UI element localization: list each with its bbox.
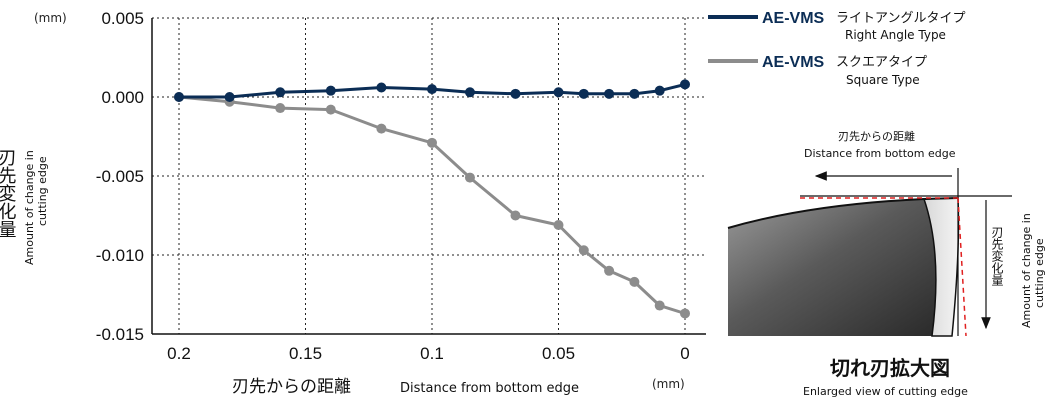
point-right-angle-3 (325, 85, 336, 96)
svg-text:刃先変化量: 刃先変化量 (0, 148, 17, 238)
point-right-angle-6 (464, 87, 475, 98)
legend-en-square: Square Type (846, 73, 920, 87)
point-right-angle-7 (510, 88, 521, 99)
diagram-title-jp: 切れ刃拡大図 (830, 356, 950, 380)
point-right-angle-12 (654, 85, 665, 96)
diagram-change-en-2: cutting edge (1033, 238, 1046, 308)
x-tick-label-4: 0 (680, 344, 689, 363)
point-square-8 (553, 219, 564, 230)
point-square-12 (654, 300, 665, 311)
tick-labels: 0.005 0.000 -0.005 -0.010 -0.015 0.2 0.15 0.1 0.… (96, 9, 690, 363)
point-right-angle-8 (553, 87, 564, 98)
y-tick-label-0: 0.005 (101, 9, 144, 28)
y-tick-label-4: -0.015 (96, 325, 144, 344)
legend-en-right-angle: Right Angle Type (845, 28, 946, 42)
point-right-angle-4 (376, 82, 387, 93)
point-right-angle-9 (578, 88, 589, 99)
diagram-title-en: Enlarged view of cutting edge (803, 385, 968, 398)
point-square-11 (629, 276, 640, 287)
legend-name-right-angle: AE-VMS (762, 10, 825, 27)
blade-body (728, 199, 936, 336)
x-axis-label-en: Distance from bottom edge (400, 381, 579, 396)
y-tick-label-3: -0.010 (96, 246, 144, 265)
point-right-angle-1 (224, 92, 235, 102)
grid-lines (152, 17, 706, 335)
point-square-3 (325, 104, 336, 115)
point-square-13 (680, 308, 690, 319)
legend-jp-right-angle: ライトアングルタイプ (836, 11, 965, 26)
y-axis-label-en-2: cutting edge (36, 156, 49, 226)
y-axis-label-jp: 刃先変化量 (0, 148, 17, 238)
point-right-angle-5 (427, 84, 437, 95)
diagram-change-en-1: Amount of change in (1020, 213, 1033, 328)
svg-text:刃先変化量: 刃先変化量 (990, 226, 1004, 286)
point-square-4 (376, 123, 387, 134)
cutting-edge-diagram: 刃先からの距離 Distance from bottom edge 刃先変化量 … (727, 129, 1046, 398)
x-tick-label-1: 0.15 (289, 344, 322, 363)
legend: AE-VMS ライトアングルタイプ Right Angle Type AE-VM… (708, 10, 965, 87)
y-tick-label-1: 0.000 (101, 88, 144, 107)
diagram-change-jp: 刃先変化量 (990, 226, 1004, 286)
point-right-angle-10 (604, 88, 615, 99)
ideal-side-dashed (957, 197, 967, 337)
blade-outline (727, 197, 959, 229)
diagram-distance-en: Distance from bottom edge (804, 147, 956, 160)
series-layer (174, 79, 690, 319)
x-tick-label-0: 0.2 (167, 344, 191, 363)
point-square-10 (604, 265, 615, 276)
y-axis-label-en-1: Amount of change in (23, 150, 36, 265)
point-right-angle-0 (174, 92, 184, 102)
point-square-6 (464, 172, 475, 183)
point-right-angle-11 (629, 88, 640, 99)
x-tick-label-3: 0.05 (542, 344, 575, 363)
point-square-9 (578, 245, 589, 256)
point-right-angle-2 (275, 87, 286, 98)
legend-jp-square: スクエアタイプ (836, 55, 927, 70)
x-unit: (mm) (652, 377, 685, 391)
point-square-2 (275, 103, 286, 114)
plot-axes (151, 18, 706, 335)
x-axis-label-jp: 刃先からの距離 (232, 377, 351, 397)
legend-name-square: AE-VMS (762, 54, 825, 71)
x-tick-label-2: 0.1 (420, 344, 444, 363)
point-square-5 (427, 137, 437, 148)
y-unit: (mm) (34, 11, 67, 25)
point-square-7 (510, 210, 521, 221)
diagram-distance-jp: 刃先からの距離 (838, 129, 915, 143)
y-tick-label-2: -0.005 (96, 167, 144, 186)
point-right-angle-13 (680, 79, 690, 90)
